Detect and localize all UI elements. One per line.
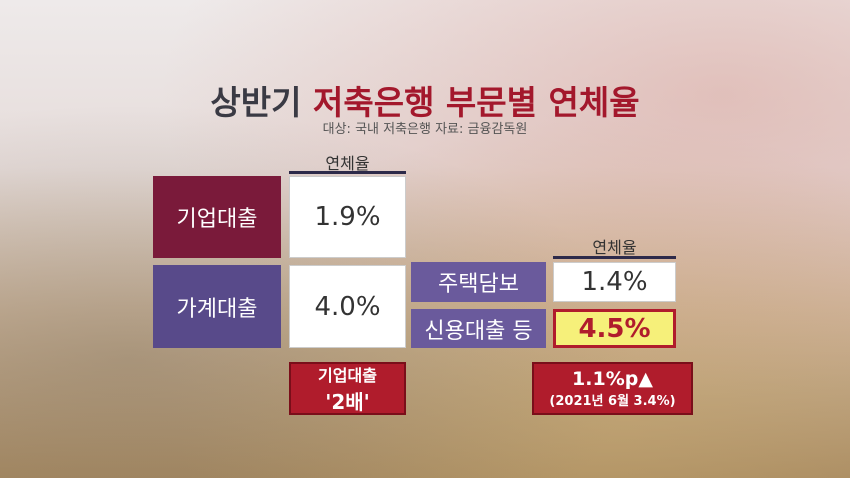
note-line: 기업대출 <box>318 366 377 385</box>
title-prefix: 상반기 <box>210 83 302 122</box>
note-box: 기업대출 '2배' <box>289 362 406 415</box>
title: 상반기 저축은행 부문별 연체율 <box>0 76 850 124</box>
title-main: 저축은행 부문별 연체율 <box>313 83 640 122</box>
row-label: 주택담보 <box>411 262 546 302</box>
column-header: 연체율 <box>592 238 637 257</box>
note-line: '2배' <box>325 390 370 414</box>
source: 대상: 국내 저축은행 자료: 금융감독원 <box>322 122 528 137</box>
header-line <box>553 256 676 259</box>
row-label: 신용대출 등 <box>411 309 546 348</box>
note-line: (2021년 6월 3.4%) <box>549 394 676 409</box>
column-header: 연체율 <box>325 154 370 173</box>
note-line: 1.1%p▲ <box>572 368 653 390</box>
row-label: 기업대출 <box>153 176 281 258</box>
row-value: 1.4% <box>553 262 676 302</box>
header-line <box>289 171 406 174</box>
row-value: 4.0% <box>289 265 406 348</box>
row-value: 1.9% <box>289 176 406 258</box>
row-label: 가계대출 <box>153 265 281 348</box>
note-box: 1.1%p▲ (2021년 6월 3.4%) <box>532 362 693 415</box>
row-value-highlight: 4.5% <box>553 309 676 348</box>
